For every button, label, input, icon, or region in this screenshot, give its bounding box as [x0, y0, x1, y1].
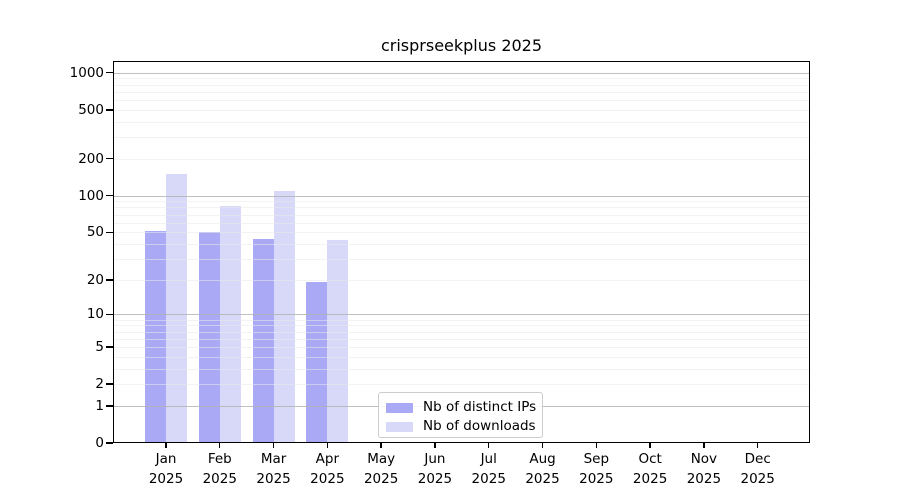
minor-gridline-40 [114, 243, 809, 245]
bar-downloads-mar [273, 190, 295, 442]
legend: Nb of distinct IPs Nb of downloads [378, 392, 543, 438]
minor-gridline-3 [114, 368, 809, 370]
x-tick-label-feb: Feb 2025 [202, 451, 237, 487]
x-tick-mark-dec [756, 443, 759, 448]
y-tick-label-1: 1 [95, 397, 104, 414]
y-tick-mark-0 [106, 442, 113, 444]
y-tick-label-100: 100 [78, 187, 104, 204]
x-tick-label-mar: Mar 2025 [256, 451, 291, 487]
y-tick-mark-5 [106, 346, 113, 348]
minor-gridline-800 [114, 84, 809, 86]
minor-gridline-9 [114, 319, 809, 321]
x-tick-label-dec: Dec 2025 [740, 451, 775, 487]
x-tick-label-jan: Jan 2025 [148, 451, 184, 487]
minor-gridline-600 [114, 100, 809, 102]
y-tick-mark-1000 [106, 72, 113, 74]
x-tick-mark-oct [649, 443, 651, 448]
x-tick-mark-aug [541, 443, 544, 448]
bar-downloads-apr [327, 240, 349, 442]
minor-gridline-6 [114, 338, 809, 340]
x-tick-label-jun: Jun 2025 [417, 451, 453, 487]
x-tick-label-oct: Oct 2025 [632, 451, 668, 487]
y-tick-label-20: 20 [86, 271, 104, 288]
x-tick-mark-apr [326, 443, 329, 448]
y-tick-mark-50 [106, 231, 113, 233]
legend-label-distinct-ips: Nb of distinct IPs [423, 399, 537, 415]
bar-downloads-feb [219, 205, 241, 442]
bar-downloads-jan [166, 174, 187, 442]
y-tick-mark-1 [106, 405, 113, 407]
x-tick-mark-jun [434, 443, 436, 448]
x-tick-mark-may [380, 443, 382, 448]
minor-gridline-500 [114, 109, 809, 111]
minor-gridline-5 [114, 346, 809, 348]
legend-label-downloads: Nb of downloads [423, 418, 536, 434]
x-tick-label-apr: Apr 2025 [310, 451, 345, 487]
minor-gridline-900 [114, 78, 809, 80]
minor-gridline-2 [114, 384, 809, 386]
legend-item-distinct-ips: Nb of distinct IPs [386, 398, 542, 417]
bar-distinct-ips-mar [252, 239, 274, 442]
minor-gridline-50 [114, 232, 809, 234]
x-tick-mark-jan [165, 443, 167, 448]
major-gridline-100 [114, 195, 809, 197]
y-tick-mark-200 [106, 158, 113, 160]
y-tick-label-50: 50 [86, 224, 104, 241]
chart-title: crisprseekplus 2025 [380, 36, 543, 55]
y-tick-label-1000: 1000 [69, 64, 104, 81]
minor-gridline-7 [114, 331, 809, 333]
x-tick-label-sep: Sep 2025 [579, 451, 614, 487]
x-tick-label-aug: Aug 2025 [525, 451, 560, 487]
y-tick-mark-10 [106, 313, 113, 316]
minor-gridline-8 [114, 325, 809, 327]
bar-distinct-ips-jan [145, 231, 166, 442]
y-tick-mark-2 [106, 383, 113, 385]
x-tick-mark-jul [488, 443, 490, 448]
y-tick-label-0: 0 [95, 435, 104, 451]
y-tick-label-500: 500 [78, 101, 104, 118]
y-tick-mark-20 [106, 279, 113, 281]
minor-gridline-700 [114, 91, 809, 93]
x-tick-mark-sep [595, 443, 597, 448]
minor-gridline-4 [114, 356, 809, 358]
minor-gridline-70 [114, 214, 809, 216]
x-tick-label-jul: Jul 2025 [471, 451, 506, 487]
minor-gridline-90 [114, 201, 809, 203]
major-gridline-10 [114, 314, 809, 316]
minor-gridline-20 [114, 279, 809, 281]
y-tick-mark-500 [106, 109, 113, 111]
y-tick-label-5: 5 [95, 338, 104, 355]
bar-distinct-ips-feb [198, 232, 220, 442]
minor-gridline-30 [114, 258, 809, 260]
y-tick-label-200: 200 [78, 150, 104, 167]
minor-gridline-60 [114, 222, 809, 224]
x-tick-mark-nov [703, 443, 705, 448]
y-tick-label-10: 10 [86, 306, 104, 323]
bar-distinct-ips-apr [306, 282, 328, 442]
x-tick-mark-mar [272, 443, 275, 448]
minor-gridline-200 [114, 158, 809, 160]
legend-item-downloads: Nb of downloads [386, 417, 542, 436]
x-tick-label-nov: Nov 2025 [686, 451, 722, 487]
major-gridline-1000 [114, 72, 809, 74]
legend-swatch-downloads [386, 421, 413, 432]
legend-swatch-distinct-ips [386, 402, 413, 413]
minor-gridline-300 [114, 137, 809, 139]
plot-area [113, 61, 810, 443]
y-tick-mark-100 [106, 194, 113, 197]
x-tick-label-may: May 2025 [363, 451, 399, 487]
minor-gridline-80 [114, 207, 809, 209]
minor-gridline-400 [114, 121, 809, 123]
x-tick-mark-feb [219, 443, 221, 448]
y-tick-label-2: 2 [95, 376, 104, 393]
